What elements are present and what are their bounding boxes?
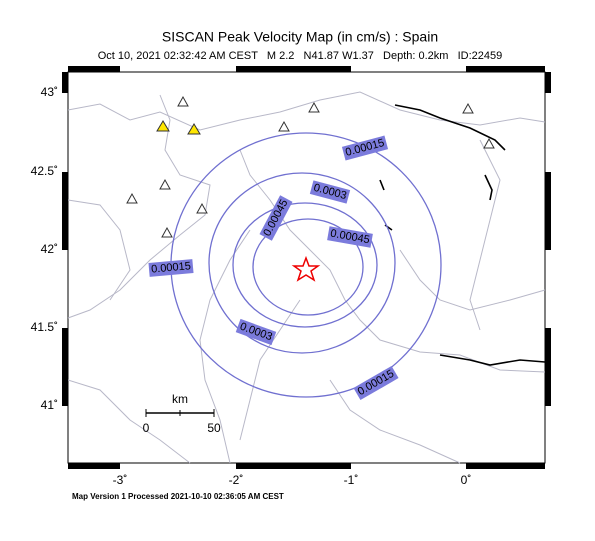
lat-label: 42˚ bbox=[41, 242, 58, 256]
lat-label: 42.5˚ bbox=[31, 164, 58, 178]
lon-label: -3˚ bbox=[113, 473, 128, 487]
frame-border bbox=[62, 66, 551, 469]
lat-label: 41.5˚ bbox=[31, 320, 58, 334]
scale-unit: km bbox=[172, 392, 188, 406]
contour-value: 0.00015 bbox=[151, 260, 192, 275]
lon-label: -1˚ bbox=[344, 473, 359, 487]
lat-label: 43˚ bbox=[41, 85, 58, 99]
footer: Map Version 1 Processed 2021-10-10 02:36… bbox=[72, 492, 284, 501]
scale-end: 50 bbox=[207, 421, 221, 435]
epicenter bbox=[291, 255, 321, 282]
stations bbox=[126, 95, 495, 238]
lon-label: -2˚ bbox=[229, 473, 244, 487]
title: SISCAN Peak Velocity Map (in cm/s) : Spa… bbox=[162, 29, 438, 45]
scale-bar bbox=[145, 409, 215, 417]
rivers bbox=[67, 91, 546, 464]
lat-label: 41˚ bbox=[41, 398, 58, 412]
subtitle: Oct 10, 2021 02:32:42 AM CEST M 2.2 N41.… bbox=[98, 50, 503, 62]
border bbox=[379, 104, 546, 366]
map-frame bbox=[67, 71, 546, 464]
lon-label: 0˚ bbox=[461, 473, 472, 487]
scale-start: 0 bbox=[143, 421, 150, 435]
contour-label: 0.00045 bbox=[327, 226, 373, 248]
contour-label: 0.00015 bbox=[148, 259, 194, 277]
